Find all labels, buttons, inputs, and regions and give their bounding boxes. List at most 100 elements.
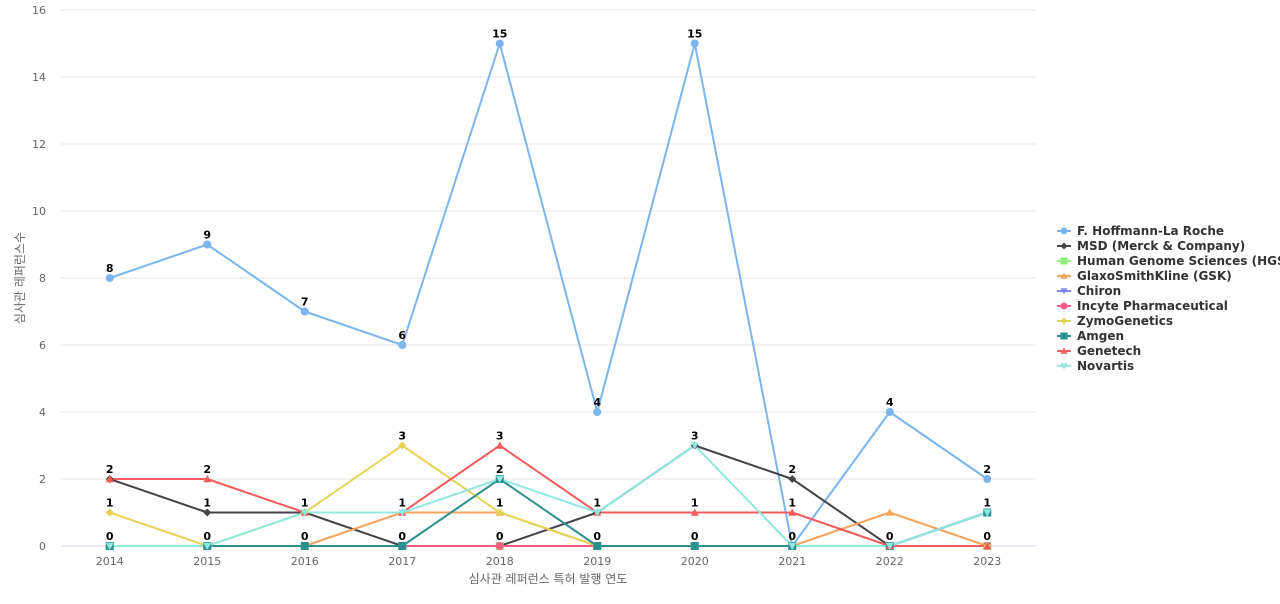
data-label: 0	[203, 530, 211, 543]
legend-label: Amgen	[1077, 329, 1124, 343]
data-label: 0	[788, 530, 796, 543]
y-tick-label: 6	[39, 339, 46, 352]
data-point	[300, 542, 309, 550]
y-tick-label: 12	[32, 138, 46, 151]
data-point	[690, 542, 699, 550]
data-point	[690, 442, 699, 450]
legend-item-incyte-pharmaceutical[interactable]: Incyte Pharmaceutical	[1057, 299, 1228, 313]
y-axis-title: 심사관 레퍼런스수	[13, 232, 27, 324]
legend-item-msd-merck-company[interactable]: MSD (Merck & Company)	[1057, 239, 1245, 253]
grid	[61, 9, 1036, 547]
data-point	[300, 307, 309, 316]
data-point	[593, 509, 602, 517]
data-label: 0	[593, 530, 601, 543]
data-label: 0	[886, 530, 894, 543]
legend-label: Human Genome Sciences (HGS)	[1077, 254, 1280, 268]
data-point	[983, 509, 992, 517]
x-tick-label: 2016	[291, 555, 319, 568]
legend-item-zymogenetics[interactable]: ZymoGenetics	[1057, 314, 1173, 328]
data-label: 1	[203, 497, 211, 510]
data-label: 3	[496, 430, 504, 443]
data-point	[983, 542, 992, 550]
data-point	[300, 509, 309, 517]
x-tick-label: 2014	[96, 555, 124, 568]
data-point	[495, 475, 504, 483]
x-tick-label: 2017	[388, 555, 416, 568]
data-label: 1	[106, 497, 114, 510]
data-label: 1	[398, 497, 406, 510]
y-tick-label: 0	[39, 540, 46, 553]
data-point	[788, 475, 797, 483]
data-label: 3	[398, 430, 406, 443]
legend-label: ZymoGenetics	[1077, 314, 1173, 328]
data-label: 0	[106, 530, 114, 543]
legend-marker	[1060, 272, 1068, 279]
x-tick-label: 2018	[486, 555, 514, 568]
legend-item-glaxosmithkline-gsk[interactable]: GlaxoSmithKline (GSK)	[1057, 269, 1232, 283]
legend-item-human-genome-sciences-hgs[interactable]: Human Genome Sciences (HGS)	[1057, 254, 1280, 268]
data-label: 15	[687, 28, 702, 41]
data-label: 1	[496, 497, 504, 510]
data-label: 7	[301, 296, 309, 309]
legend-item-amgen[interactable]: Amgen	[1057, 329, 1124, 343]
series-line-novartis	[108, 444, 989, 547]
x-tick-label: 2020	[681, 555, 709, 568]
legend-item-chiron[interactable]: Chiron	[1057, 284, 1121, 298]
data-point	[398, 509, 407, 517]
x-tick-label: 2015	[193, 555, 221, 568]
y-tick-label: 10	[32, 205, 46, 218]
legend-marker	[1060, 257, 1068, 265]
data-label: 2	[106, 463, 114, 476]
data-label: 0	[496, 530, 504, 543]
legend-marker	[1060, 302, 1068, 310]
legend-marker	[1060, 317, 1068, 325]
data-point	[398, 441, 407, 450]
data-point	[885, 408, 894, 416]
data-point	[495, 508, 504, 517]
data-label: 1	[593, 497, 601, 510]
data-point	[203, 542, 212, 550]
x-tick-label: 2023	[973, 555, 1001, 568]
data-label: 1	[983, 497, 991, 510]
x-axis-ticks: 2014 2015 2016 2017 2018 2019 2020 2021 2022 2023	[96, 555, 1002, 568]
data-label: 0	[691, 530, 699, 543]
data-point	[495, 441, 504, 449]
data-point	[495, 39, 504, 48]
y-tick-label: 8	[39, 272, 46, 285]
data-label: 6	[398, 329, 406, 342]
legend-item-genetech[interactable]: Genetech	[1057, 344, 1141, 358]
legend-label: F. Hoffmann-La Roche	[1077, 224, 1224, 238]
data-point	[690, 508, 699, 516]
series-markers	[105, 39, 992, 550]
series-line-genetech	[108, 444, 989, 547]
legend-marker	[1060, 363, 1068, 370]
legend-label: MSD (Merck & Company)	[1077, 239, 1245, 253]
data-label: 15	[492, 28, 507, 41]
data-point	[495, 542, 504, 550]
data-label: 0	[398, 530, 406, 543]
data-label: 0	[301, 530, 309, 543]
data-label: 2	[983, 463, 991, 476]
data-label: 1	[691, 497, 699, 510]
legend-label: Chiron	[1077, 284, 1121, 298]
data-point	[788, 508, 797, 516]
legend-item-novartis[interactable]: Novartis	[1057, 359, 1134, 373]
data-label: 9	[203, 229, 211, 242]
legend-marker	[1060, 347, 1068, 354]
data-point	[690, 39, 699, 48]
data-point	[203, 475, 212, 483]
legend-marker	[1060, 242, 1068, 250]
y-tick-label: 2	[39, 473, 46, 486]
data-label: 1	[788, 497, 796, 510]
legend-label: Novartis	[1077, 359, 1134, 373]
data-label: 2	[788, 463, 796, 476]
series-line-f-hoffmann-la-roche	[108, 42, 989, 547]
data-point	[983, 475, 992, 483]
data-label: 0	[983, 530, 991, 543]
x-tick-label: 2022	[876, 555, 904, 568]
legend-item-f-hoffmann-la-roche[interactable]: F. Hoffmann-La Roche	[1057, 224, 1224, 238]
